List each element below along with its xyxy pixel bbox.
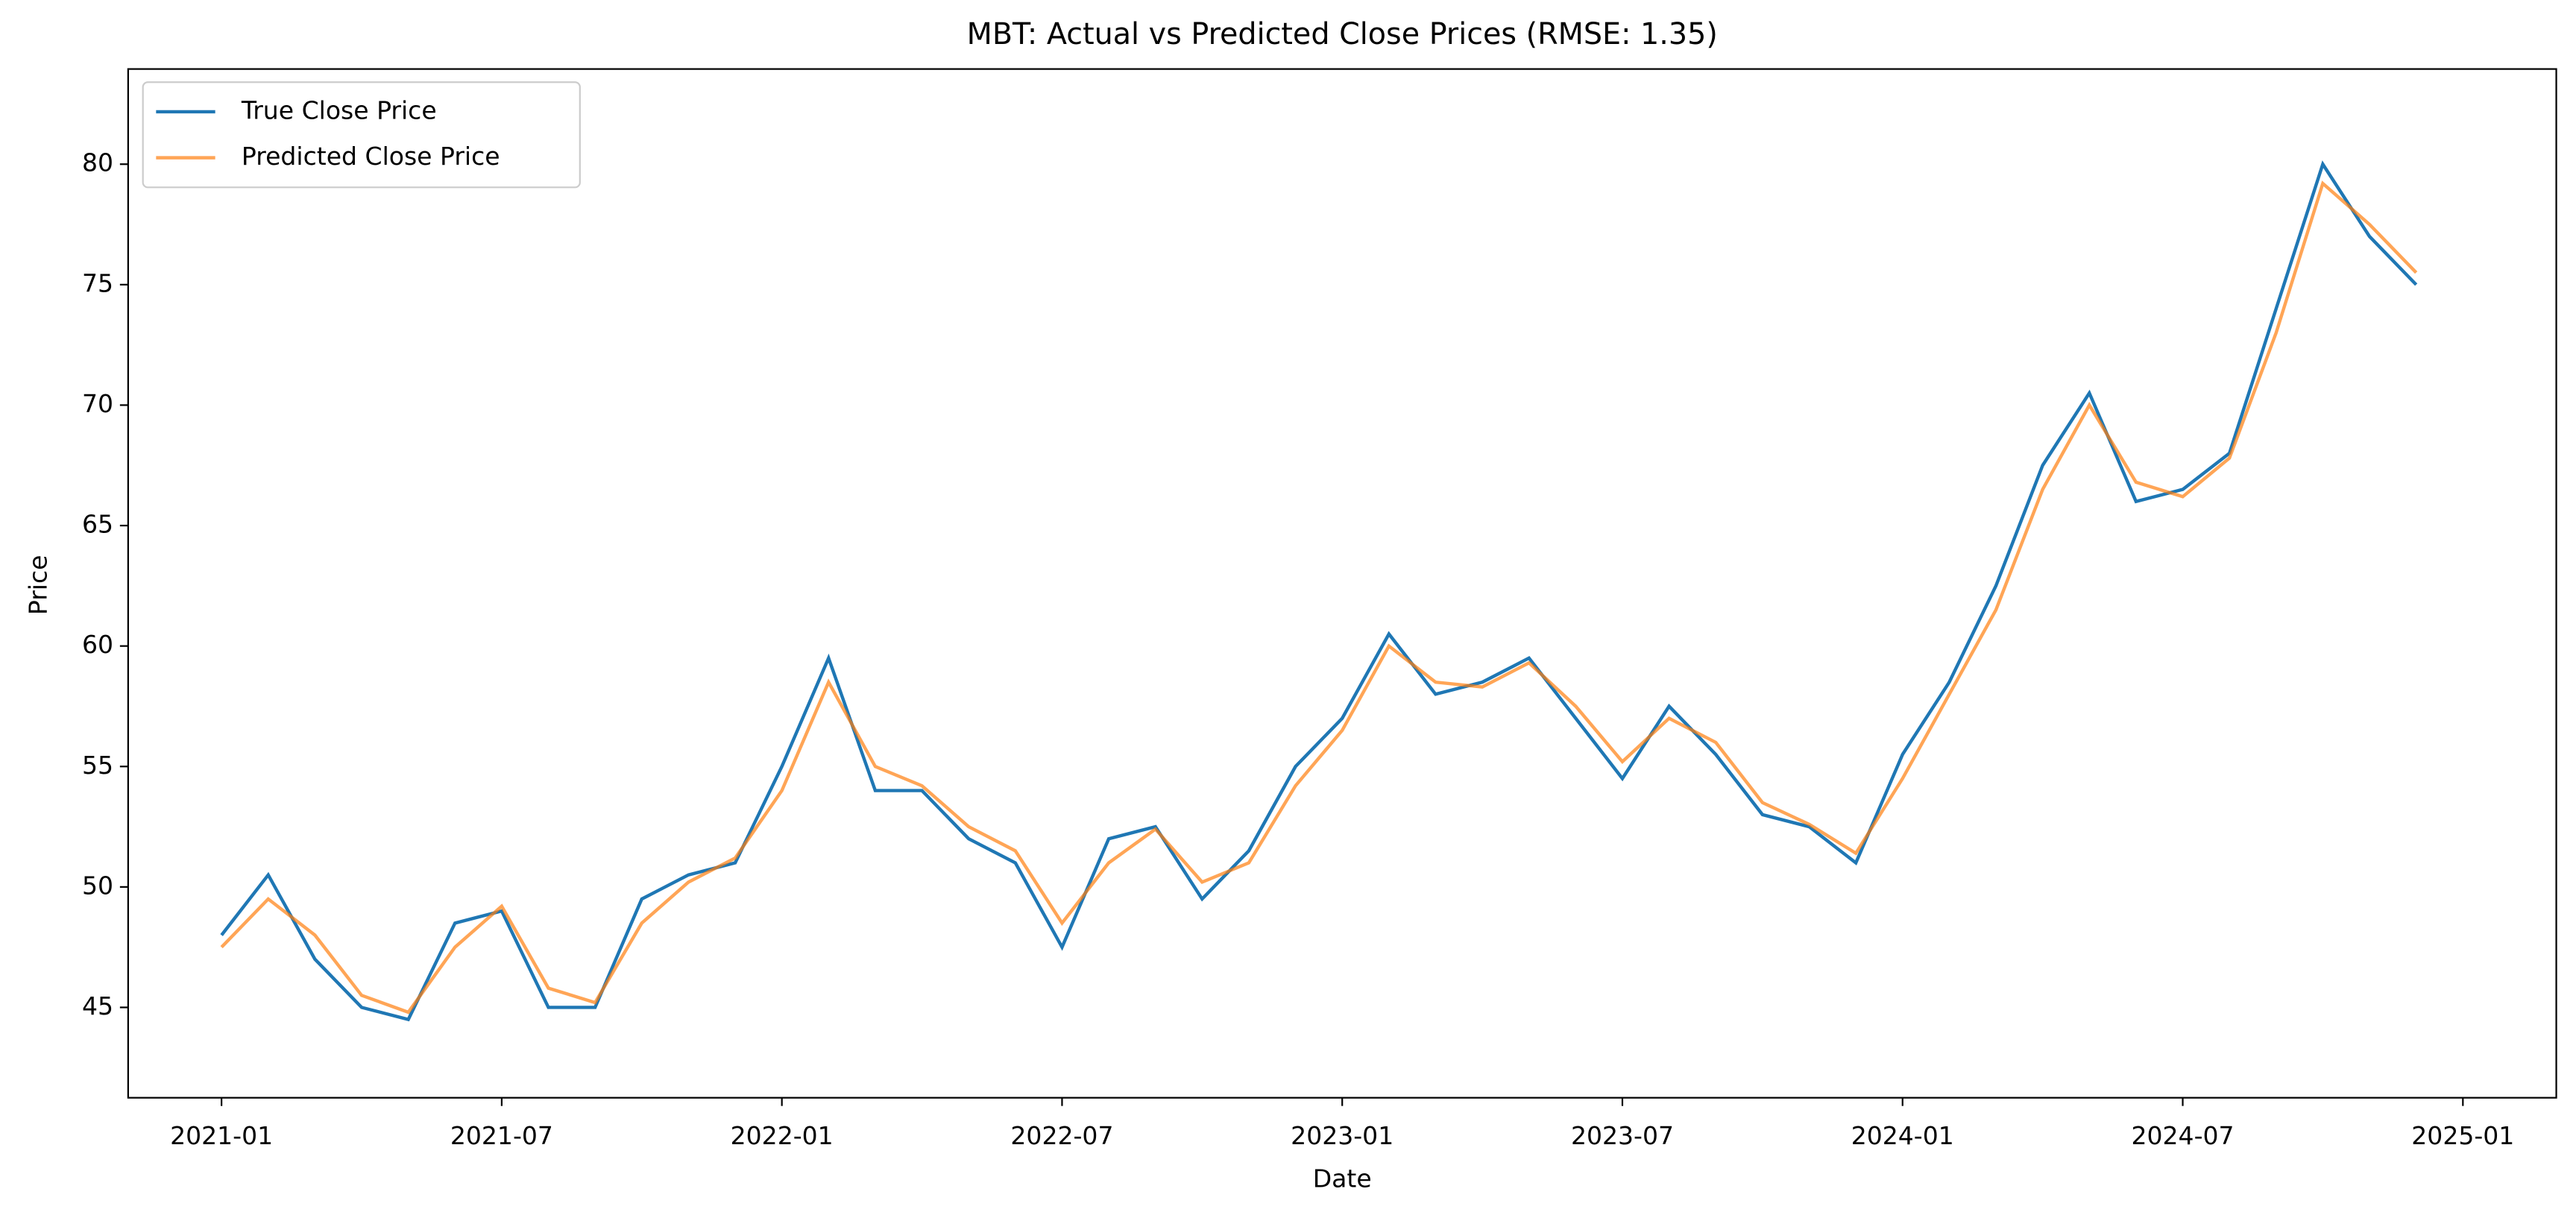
x-tick-label: 2022-07 <box>1010 1121 1113 1150</box>
x-tick-label: 2023-07 <box>1571 1121 1674 1150</box>
x-tick-label: 2023-01 <box>1291 1121 1394 1150</box>
x-tick-label: 2022-01 <box>731 1121 834 1150</box>
plot-frame <box>127 68 2557 1099</box>
x-tick-label: 2024-07 <box>2132 1121 2235 1150</box>
legend-box <box>142 81 581 189</box>
legend-label: Predicted Close Price <box>242 142 500 171</box>
chart-title: MBT: Actual vs Predicted Close Prices (R… <box>967 17 1718 51</box>
x-tick-label: 2025-01 <box>2411 1121 2514 1150</box>
x-tick-label: 2024-01 <box>1851 1121 1954 1150</box>
x-tick-label: 2021-01 <box>170 1121 273 1150</box>
y-tick-label: 55 <box>82 751 113 780</box>
y-tick-label: 60 <box>82 630 113 659</box>
y-tick-label: 65 <box>82 510 113 539</box>
y-axis-label: Price <box>23 555 52 616</box>
series-line <box>220 180 2418 1015</box>
y-tick-label: 45 <box>82 991 113 1020</box>
y-tick-label: 75 <box>82 268 113 297</box>
y-tick-label: 50 <box>82 871 113 900</box>
y-tick-label: 70 <box>82 389 113 418</box>
y-tick-label: 80 <box>82 148 113 177</box>
series-line <box>220 160 2418 1022</box>
x-tick-label: 2021-07 <box>450 1121 553 1150</box>
x-axis-label: Date <box>1313 1164 1372 1193</box>
legend-label: True Close Price <box>241 95 437 124</box>
